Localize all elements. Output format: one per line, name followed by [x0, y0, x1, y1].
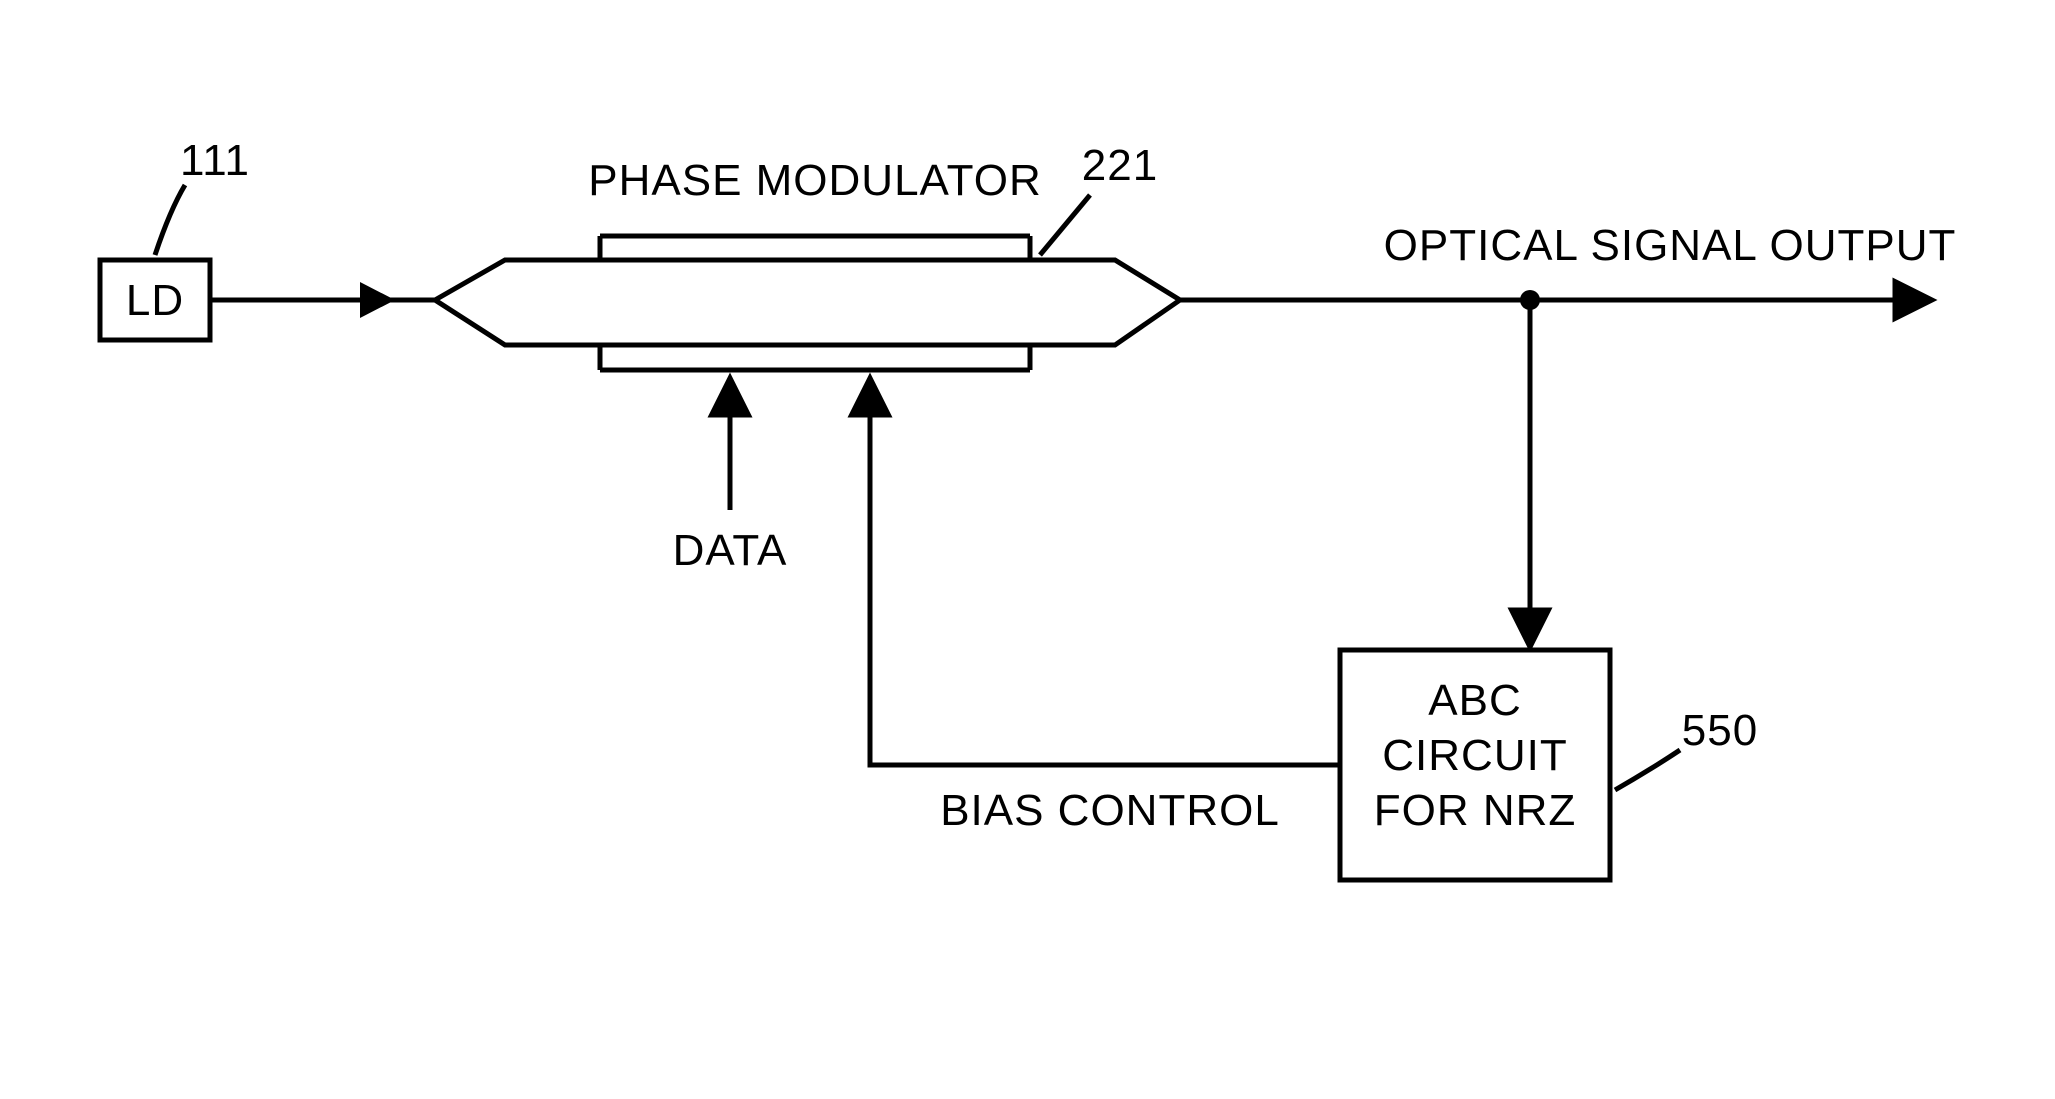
bias-line [870, 380, 1340, 765]
mod-top-arm [435, 260, 1180, 300]
input-arrowhead [360, 282, 395, 318]
ld-ref-leader [155, 185, 185, 255]
abc-line3: FOR NRZ [1374, 786, 1577, 835]
abc-ref: 550 [1682, 706, 1758, 755]
phase-mod-label: PHASE MODULATOR [588, 156, 1041, 205]
block-diagram: LD 111 PHASE MODULATOR 221 OPTICAL SIGNA… [0, 0, 2055, 1099]
bias-label: BIAS CONTROL [940, 786, 1280, 835]
ld-ref: 111 [180, 136, 250, 185]
abc-line2: CIRCUIT [1382, 731, 1567, 780]
mod-ref: 221 [1082, 141, 1158, 190]
data-label: DATA [673, 526, 788, 575]
abc-ref-leader [1615, 750, 1680, 790]
abc-line1: ABC [1428, 676, 1521, 725]
mod-ref-leader [1040, 195, 1090, 255]
output-label: OPTICAL SIGNAL OUTPUT [1384, 221, 1957, 270]
mod-bot-arm [435, 300, 1180, 345]
ld-label: LD [126, 276, 184, 325]
